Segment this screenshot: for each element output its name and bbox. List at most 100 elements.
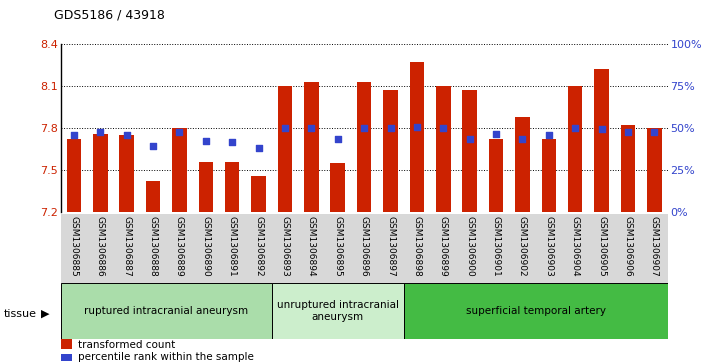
Text: GSM1306899: GSM1306899 <box>439 216 448 276</box>
Bar <box>383 90 398 212</box>
Point <box>68 132 79 138</box>
Bar <box>304 82 318 212</box>
Bar <box>61 214 87 283</box>
Bar <box>61 339 71 349</box>
Point <box>200 138 211 143</box>
Bar <box>114 214 140 283</box>
Bar <box>146 182 161 212</box>
Bar <box>456 214 483 283</box>
Bar <box>351 214 377 283</box>
Text: GSM1306895: GSM1306895 <box>333 216 342 276</box>
Bar <box>410 62 424 212</box>
Text: GSM1306886: GSM1306886 <box>96 216 105 276</box>
Bar <box>430 214 456 283</box>
Bar <box>489 139 503 212</box>
Text: GSM1306887: GSM1306887 <box>122 216 131 276</box>
Point <box>491 131 502 136</box>
Bar <box>61 283 272 339</box>
Bar <box>251 176 266 212</box>
Text: GSM1306888: GSM1306888 <box>149 216 158 276</box>
Bar <box>325 214 351 283</box>
Point <box>596 126 608 132</box>
Bar <box>172 128 186 212</box>
Point <box>253 145 264 151</box>
Text: GSM1306902: GSM1306902 <box>518 216 527 276</box>
Point <box>649 129 660 135</box>
Point <box>147 143 159 149</box>
Bar <box>620 125 635 212</box>
Point <box>464 136 476 142</box>
Bar <box>647 128 662 212</box>
Point <box>517 136 528 142</box>
Bar <box>516 117 530 212</box>
Text: unruptured intracranial
aneurysm: unruptured intracranial aneurysm <box>277 301 398 322</box>
Bar <box>562 214 588 283</box>
Point <box>623 129 634 135</box>
Text: transformed count: transformed count <box>78 340 175 350</box>
Point <box>411 124 423 130</box>
Bar <box>641 214 668 283</box>
Point <box>570 125 581 131</box>
Bar <box>61 354 71 361</box>
Text: GSM1306896: GSM1306896 <box>360 216 368 276</box>
Text: tissue: tissue <box>4 309 36 319</box>
Bar <box>403 283 668 339</box>
Bar <box>278 86 292 212</box>
Point <box>385 125 396 131</box>
Point <box>306 125 317 131</box>
Bar <box>93 134 108 212</box>
Bar <box>463 90 477 212</box>
Text: GSM1306897: GSM1306897 <box>386 216 395 276</box>
Text: ▶: ▶ <box>41 309 50 319</box>
Text: GSM1306904: GSM1306904 <box>570 216 580 276</box>
Bar <box>542 139 556 212</box>
Bar <box>119 135 134 212</box>
Text: GDS5186 / 43918: GDS5186 / 43918 <box>54 9 164 22</box>
Bar <box>594 69 609 212</box>
Bar <box>615 214 641 283</box>
Point <box>543 132 555 138</box>
Text: GSM1306907: GSM1306907 <box>650 216 659 276</box>
Bar <box>272 283 403 339</box>
Point <box>121 132 132 138</box>
Text: ruptured intracranial aneurysm: ruptured intracranial aneurysm <box>84 306 248 316</box>
Bar <box>272 214 298 283</box>
Text: GSM1306894: GSM1306894 <box>307 216 316 276</box>
Bar <box>246 214 272 283</box>
Text: GSM1306905: GSM1306905 <box>597 216 606 276</box>
Bar <box>166 214 193 283</box>
Text: GSM1306885: GSM1306885 <box>69 216 79 276</box>
Bar <box>87 214 114 283</box>
Bar <box>536 214 562 283</box>
Bar <box>66 139 81 212</box>
Text: GSM1306900: GSM1306900 <box>466 216 474 276</box>
Bar <box>198 162 213 212</box>
Bar <box>298 214 325 283</box>
Bar <box>436 86 451 212</box>
Text: GSM1306901: GSM1306901 <box>491 216 501 276</box>
Bar <box>377 214 403 283</box>
Text: GSM1306892: GSM1306892 <box>254 216 263 276</box>
Bar <box>225 162 239 212</box>
Point <box>332 136 343 142</box>
Text: GSM1306893: GSM1306893 <box>281 216 289 276</box>
Point <box>358 125 370 131</box>
Bar <box>403 214 430 283</box>
Bar <box>140 214 166 283</box>
Bar <box>357 82 371 212</box>
Point <box>438 125 449 131</box>
Text: GSM1306889: GSM1306889 <box>175 216 184 276</box>
Point <box>279 125 291 131</box>
Bar <box>483 214 509 283</box>
Text: GSM1306906: GSM1306906 <box>623 216 633 276</box>
Bar <box>331 163 345 212</box>
Text: GSM1306891: GSM1306891 <box>228 216 237 276</box>
Point <box>94 129 106 135</box>
Bar <box>219 214 246 283</box>
Text: percentile rank within the sample: percentile rank within the sample <box>78 352 253 362</box>
Bar <box>509 214 536 283</box>
Text: GSM1306903: GSM1306903 <box>544 216 553 276</box>
Bar <box>588 214 615 283</box>
Point <box>226 139 238 145</box>
Text: GSM1306890: GSM1306890 <box>201 216 211 276</box>
